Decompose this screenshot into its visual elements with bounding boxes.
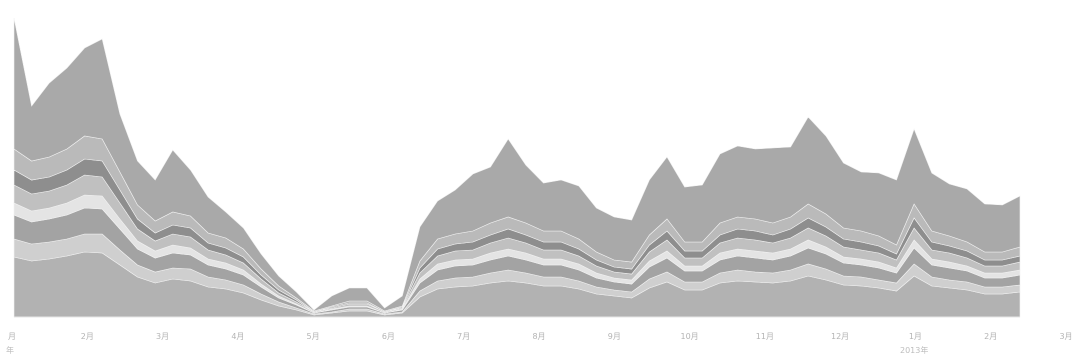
x-tick-label: 5月	[307, 332, 320, 341]
x-tick-label: 3月	[156, 332, 169, 341]
x-tick-label: 3月	[1059, 332, 1072, 341]
footer-right-label: 2013年	[900, 346, 929, 355]
x-tick-label: 11月	[756, 332, 774, 341]
x-tick-label: 7月	[457, 332, 470, 341]
x-tick-label: 10月	[681, 332, 699, 341]
footer-left-label: 年	[6, 346, 14, 355]
x-tick-label: 2月	[81, 332, 94, 341]
x-tick-label: 1月	[909, 332, 922, 341]
area-layer-8	[13, 17, 1021, 312]
x-tick-label: 2月	[984, 332, 997, 341]
x-tick-label: 月	[8, 332, 16, 341]
x-axis-tick-labels: 月 2月 3月 4月 5月 6月 7月 8月 9月 10月 11月 12月 1月 2月 3月	[8, 332, 1073, 341]
x-tick-label: 8月	[532, 332, 545, 341]
x-tick-label: 4月	[231, 332, 244, 341]
x-tick-label: 12月	[831, 332, 849, 341]
x-tick-label: 6月	[382, 332, 395, 341]
stacked-area-layers	[13, 17, 1021, 318]
x-tick-label: 9月	[608, 332, 621, 341]
